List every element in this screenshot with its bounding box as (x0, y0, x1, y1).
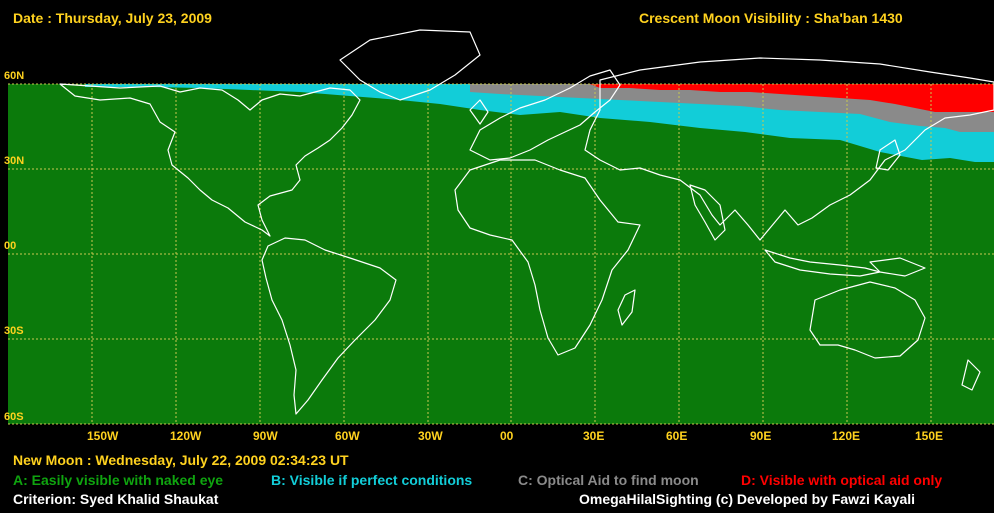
lon-label-90w: 90W (253, 429, 278, 443)
map-title: Crescent Moon Visibility : Sha'ban 1430 (639, 10, 903, 26)
lon-label-30e: 30E (583, 429, 605, 443)
lon-label-150w: 150W (87, 429, 119, 443)
greenland-coast (339, 29, 481, 101)
lat-lon-grid (8, 83, 994, 425)
lon-label-150e: 150E (915, 429, 944, 443)
madagascar-coast (617, 289, 636, 326)
legend-zone-d: D: Visible with optical aid only (741, 472, 943, 488)
lat-label-30n: 30N (4, 155, 25, 167)
uk-coast (469, 99, 489, 125)
japan-coast (875, 139, 901, 171)
lon-label-90e: 90E (750, 429, 772, 443)
new-moon-time: New Moon : Wednesday, July 22, 2009 02:3… (13, 452, 349, 468)
lon-label-120w: 120W (170, 429, 202, 443)
coastlines (59, 29, 994, 415)
lon-label-60w: 60W (335, 429, 360, 443)
lat-label-60s: 60S (4, 411, 24, 423)
europe-coast (469, 69, 621, 161)
north-america-coast (59, 83, 361, 237)
india-coast (689, 184, 726, 241)
criterion-label: Criterion: Syed Khalid Shaukat (13, 491, 219, 507)
new-guinea-coast (869, 257, 926, 277)
lat-label-equator: 00 (4, 240, 17, 252)
asia-coast (584, 57, 994, 241)
legend-zone-c: C: Optical Aid to find moon (518, 472, 699, 488)
new-zealand-coast (961, 359, 981, 391)
lon-label-00: 00 (500, 429, 514, 443)
zone-d-region (590, 84, 994, 112)
africa-coast (454, 159, 641, 356)
lon-label-60e: 60E (666, 429, 688, 443)
date-label: Date : Thursday, July 23, 2009 (13, 10, 212, 26)
legend-zone-b: B: Visible if perfect conditions (271, 472, 473, 488)
lon-label-120e: 120E (832, 429, 861, 443)
legend-zone-a: A: Easily visible with naked eye (13, 472, 224, 488)
lat-label-60n: 60N (4, 70, 25, 82)
south-america-coast (261, 237, 397, 415)
lon-label-30w: 30W (418, 429, 443, 443)
credit-label: OmegaHilalSighting (c) Developed by Fawz… (579, 491, 916, 507)
australia-coast (809, 281, 926, 359)
lat-label-30s: 30S (4, 325, 24, 337)
